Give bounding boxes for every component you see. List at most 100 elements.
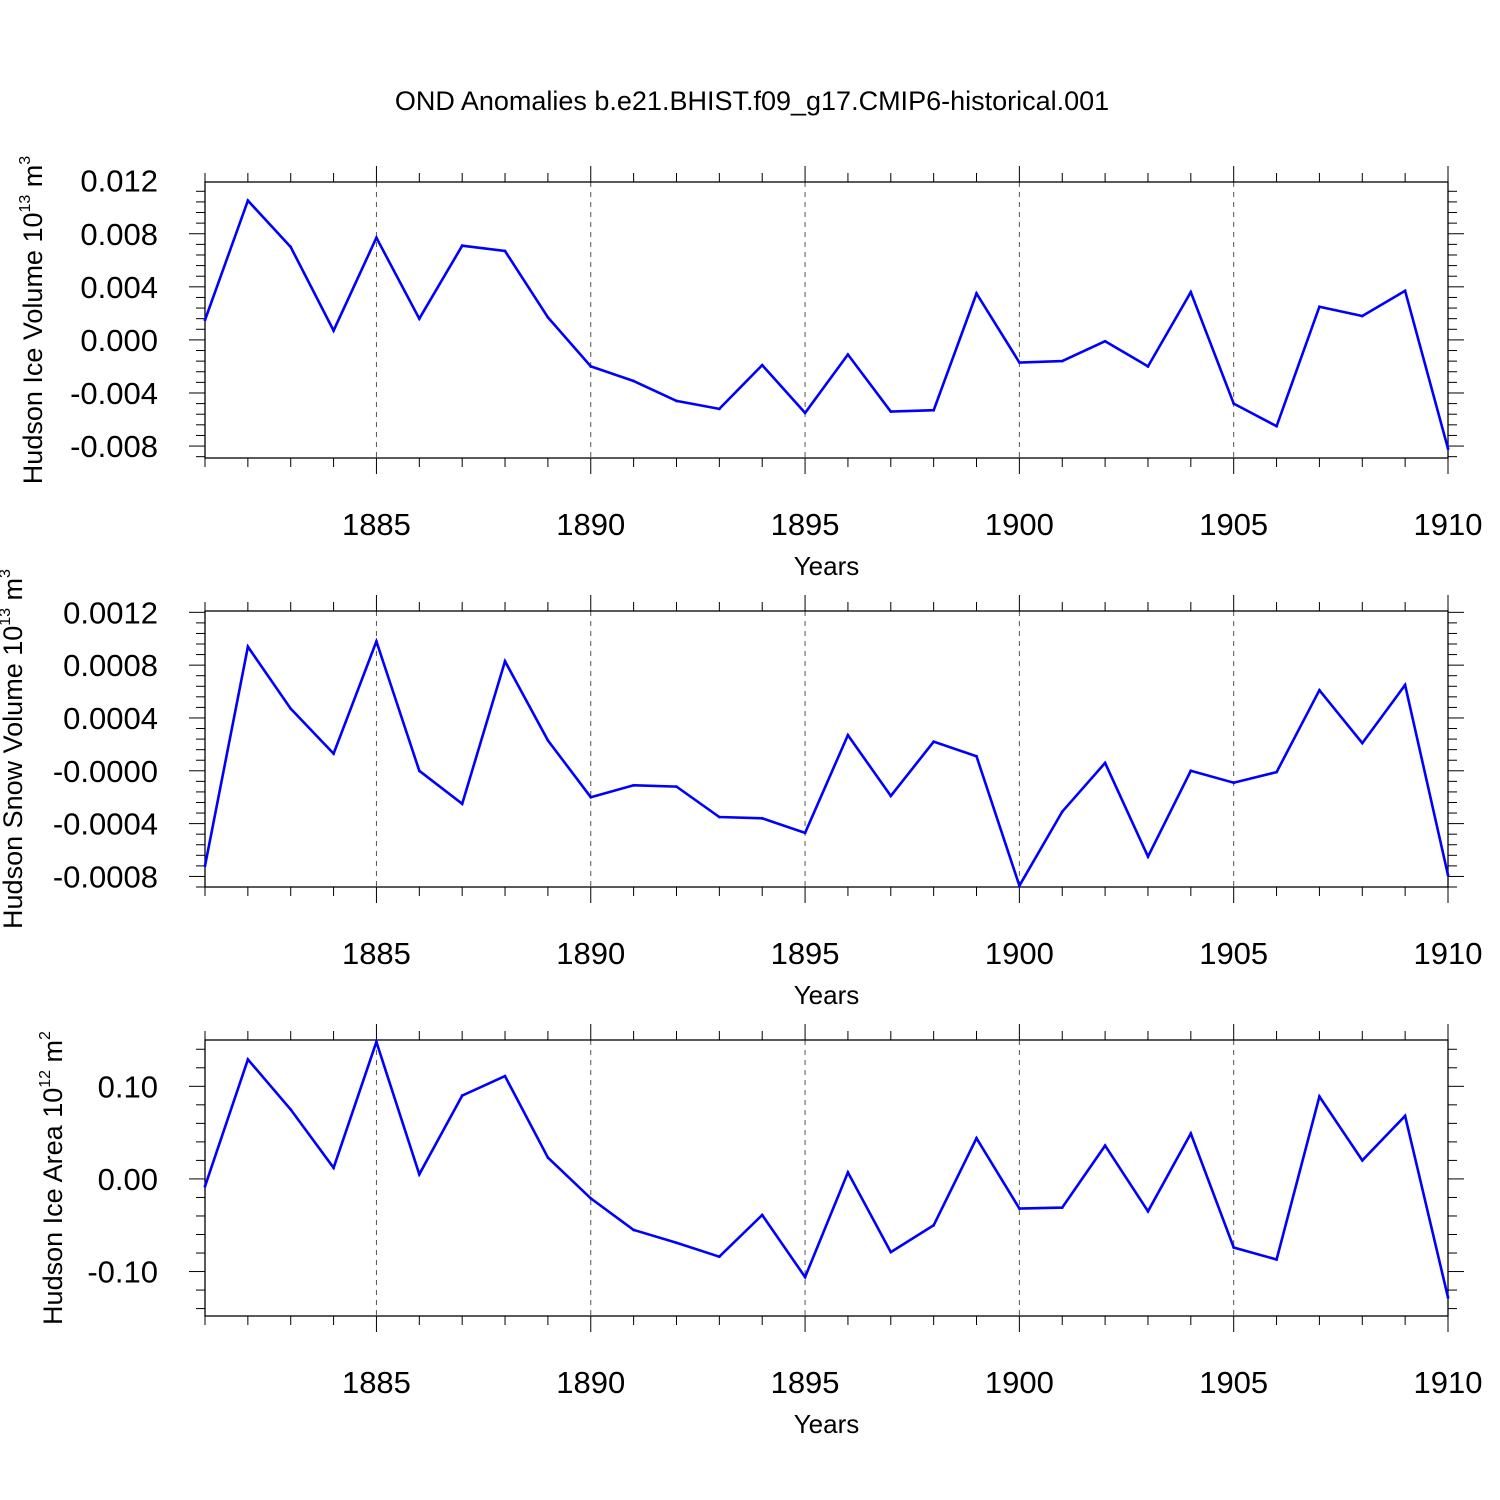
data-point-1899 <box>975 754 978 758</box>
x-tick-label-1885: 1885 <box>342 936 411 971</box>
data-point-1899 <box>975 292 978 295</box>
x-axis-label: Years <box>794 551 860 581</box>
data-point-1883 <box>289 1108 293 1111</box>
y-tick-label: 0.004 <box>80 270 158 305</box>
data-point-1885 <box>375 639 378 643</box>
data-point-1890 <box>589 795 593 799</box>
data-point-1903 <box>1146 855 1150 859</box>
data-point-1900 <box>1017 884 1021 888</box>
data-point-1906 <box>1275 1258 1278 1261</box>
data-point-1892 <box>675 1241 678 1245</box>
data-point-1895 <box>803 831 807 835</box>
x-tick-label-1895: 1895 <box>771 507 840 542</box>
data-point-1885 <box>375 1040 378 1044</box>
data-point-1893 <box>717 815 721 819</box>
data-point-1910 <box>1446 447 1450 451</box>
data-point-1886 <box>417 769 421 773</box>
data-point-1907 <box>1318 305 1321 309</box>
y-axis-label: Hudson Ice Volume 1013 m3 <box>17 156 48 484</box>
x-tick-label-1890: 1890 <box>556 507 625 542</box>
data-point-1909 <box>1403 683 1407 687</box>
y-tick-label: 0.0004 <box>63 701 158 736</box>
data-point-1883 <box>289 245 293 249</box>
data-point-1887 <box>460 802 464 806</box>
data-point-1908 <box>1360 314 1364 318</box>
data-point-1889 <box>546 1156 550 1160</box>
data-point-1903 <box>1146 1209 1150 1213</box>
data-point-1907 <box>1318 688 1321 692</box>
y-tick-label: 0.0008 <box>63 648 158 683</box>
data-point-1905 <box>1232 781 1236 785</box>
data-point-1910 <box>1446 1296 1450 1299</box>
data-point-1904 <box>1189 769 1193 773</box>
x-tick-label-1900: 1900 <box>985 1365 1054 1400</box>
data-point-1881 <box>203 1184 207 1188</box>
data-point-1895 <box>803 1275 807 1279</box>
panel-2: 0.0012 0.0008 0.0004 -0.0000 -0.0004 -0.0008 1… <box>0 569 1482 1010</box>
data-point-1889 <box>546 315 550 319</box>
x-tick-label-1890: 1890 <box>556 936 625 971</box>
data-point-1890 <box>589 1196 593 1200</box>
data-point-1891 <box>632 783 636 787</box>
x-tick-label-1885: 1885 <box>342 1365 411 1400</box>
data-point-1910 <box>1446 873 1450 877</box>
data-point-1888 <box>503 1074 507 1078</box>
data-point-1902 <box>1103 1144 1107 1147</box>
x-tick-label-1905: 1905 <box>1199 1365 1268 1400</box>
y-tick-label: -0.004 <box>70 376 158 411</box>
data-point-1908 <box>1360 741 1364 745</box>
y-tick-label: 0.00 <box>98 1162 158 1197</box>
data-point-1894 <box>760 363 764 367</box>
data-point-1892 <box>675 399 678 403</box>
x-tick-label-1895: 1895 <box>771 1365 840 1400</box>
data-point-1900 <box>1017 1207 1021 1210</box>
data-point-1897 <box>889 410 893 413</box>
data-point-1894 <box>760 816 764 820</box>
data-point-1902 <box>1103 761 1107 765</box>
data-point-1898 <box>932 740 936 744</box>
data-point-1896 <box>846 353 850 356</box>
x-tick-label-1910: 1910 <box>1414 936 1483 971</box>
x-tick-label-1885: 1885 <box>342 507 411 542</box>
data-point-1896 <box>846 1171 850 1174</box>
panel-3: 0.10 0.00 -0.10 1885 1890 1895 1900 1905 1910 Yea… <box>37 1024 1482 1439</box>
y-tick-label: -0.0004 <box>53 807 158 842</box>
data-point-1904 <box>1189 1132 1193 1135</box>
x-tick-label-1910: 1910 <box>1414 1365 1483 1400</box>
data-point-1889 <box>546 739 550 742</box>
data-point-1887 <box>460 244 464 248</box>
data-point-1906 <box>1275 770 1278 774</box>
x-tick-label-1905: 1905 <box>1199 936 1268 971</box>
data-point-1902 <box>1103 339 1107 343</box>
data-point-1905 <box>1232 1246 1236 1249</box>
x-axis-label: Years <box>794 980 860 1010</box>
x-tick-label-1910: 1910 <box>1414 507 1483 542</box>
x-tick-label-1900: 1900 <box>985 507 1054 542</box>
data-point-1906 <box>1275 424 1278 428</box>
x-tick-label-1895: 1895 <box>771 936 840 971</box>
y-tick-label: 0.012 <box>80 164 158 199</box>
data-point-1883 <box>289 707 293 711</box>
data-point-1904 <box>1189 290 1193 294</box>
data-point-1893 <box>717 407 721 411</box>
data-point-1886 <box>417 317 421 321</box>
y-tick-label: 0.10 <box>98 1069 158 1104</box>
series-line <box>203 637 1450 889</box>
data-point-1887 <box>460 1094 464 1097</box>
series-line <box>203 198 1450 450</box>
data-point-1901 <box>1060 1206 1064 1210</box>
data-point-1884 <box>332 752 335 756</box>
panels: 0.012 0.008 0.004 0.000 -0.004 -0.008 1885 1890… <box>0 156 1482 1439</box>
data-point-1888 <box>503 659 507 663</box>
data-point-1886 <box>417 1172 421 1176</box>
y-axis-label: Hudson Snow Volume 1013 m3 <box>0 569 28 929</box>
data-point-1891 <box>632 379 636 383</box>
y-axis-label: Hudson Ice Area 1012 m2 <box>37 1031 68 1325</box>
data-point-1882 <box>246 199 250 202</box>
data-point-1882 <box>246 645 250 649</box>
data-point-1896 <box>846 733 850 737</box>
data-point-1884 <box>332 329 335 333</box>
data-point-1908 <box>1360 1159 1364 1162</box>
plot-frame <box>204 181 1449 459</box>
